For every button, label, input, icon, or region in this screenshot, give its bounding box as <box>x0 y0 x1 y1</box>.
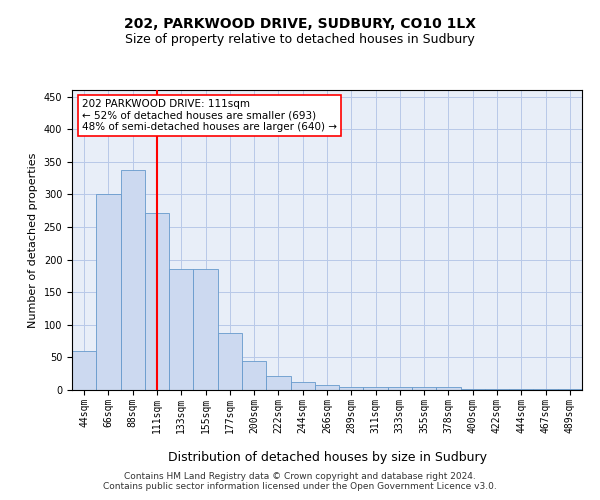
Text: Contains public sector information licensed under the Open Government Licence v3: Contains public sector information licen… <box>103 482 497 491</box>
Bar <box>364 388 388 390</box>
Text: Distribution of detached houses by size in Sudbury: Distribution of detached houses by size … <box>167 451 487 464</box>
Bar <box>315 386 339 390</box>
Text: Contains HM Land Registry data © Crown copyright and database right 2024.: Contains HM Land Registry data © Crown c… <box>124 472 476 481</box>
Bar <box>218 332 242 390</box>
Bar <box>388 388 412 390</box>
Bar <box>461 388 485 390</box>
Bar <box>509 388 533 390</box>
Bar <box>436 388 461 390</box>
Bar <box>72 351 96 390</box>
Bar <box>533 388 558 390</box>
Bar <box>169 270 193 390</box>
Bar <box>121 170 145 390</box>
Bar <box>193 270 218 390</box>
Bar <box>242 360 266 390</box>
Bar <box>558 388 582 390</box>
Text: 202 PARKWOOD DRIVE: 111sqm
← 52% of detached houses are smaller (693)
48% of sem: 202 PARKWOOD DRIVE: 111sqm ← 52% of deta… <box>82 99 337 132</box>
Bar <box>290 382 315 390</box>
Bar <box>412 388 436 390</box>
Text: Size of property relative to detached houses in Sudbury: Size of property relative to detached ho… <box>125 32 475 46</box>
Bar <box>266 376 290 390</box>
Bar <box>145 212 169 390</box>
Bar <box>485 388 509 390</box>
Bar <box>339 388 364 390</box>
Text: 202, PARKWOOD DRIVE, SUDBURY, CO10 1LX: 202, PARKWOOD DRIVE, SUDBURY, CO10 1LX <box>124 18 476 32</box>
Bar <box>96 194 121 390</box>
Y-axis label: Number of detached properties: Number of detached properties <box>28 152 38 328</box>
